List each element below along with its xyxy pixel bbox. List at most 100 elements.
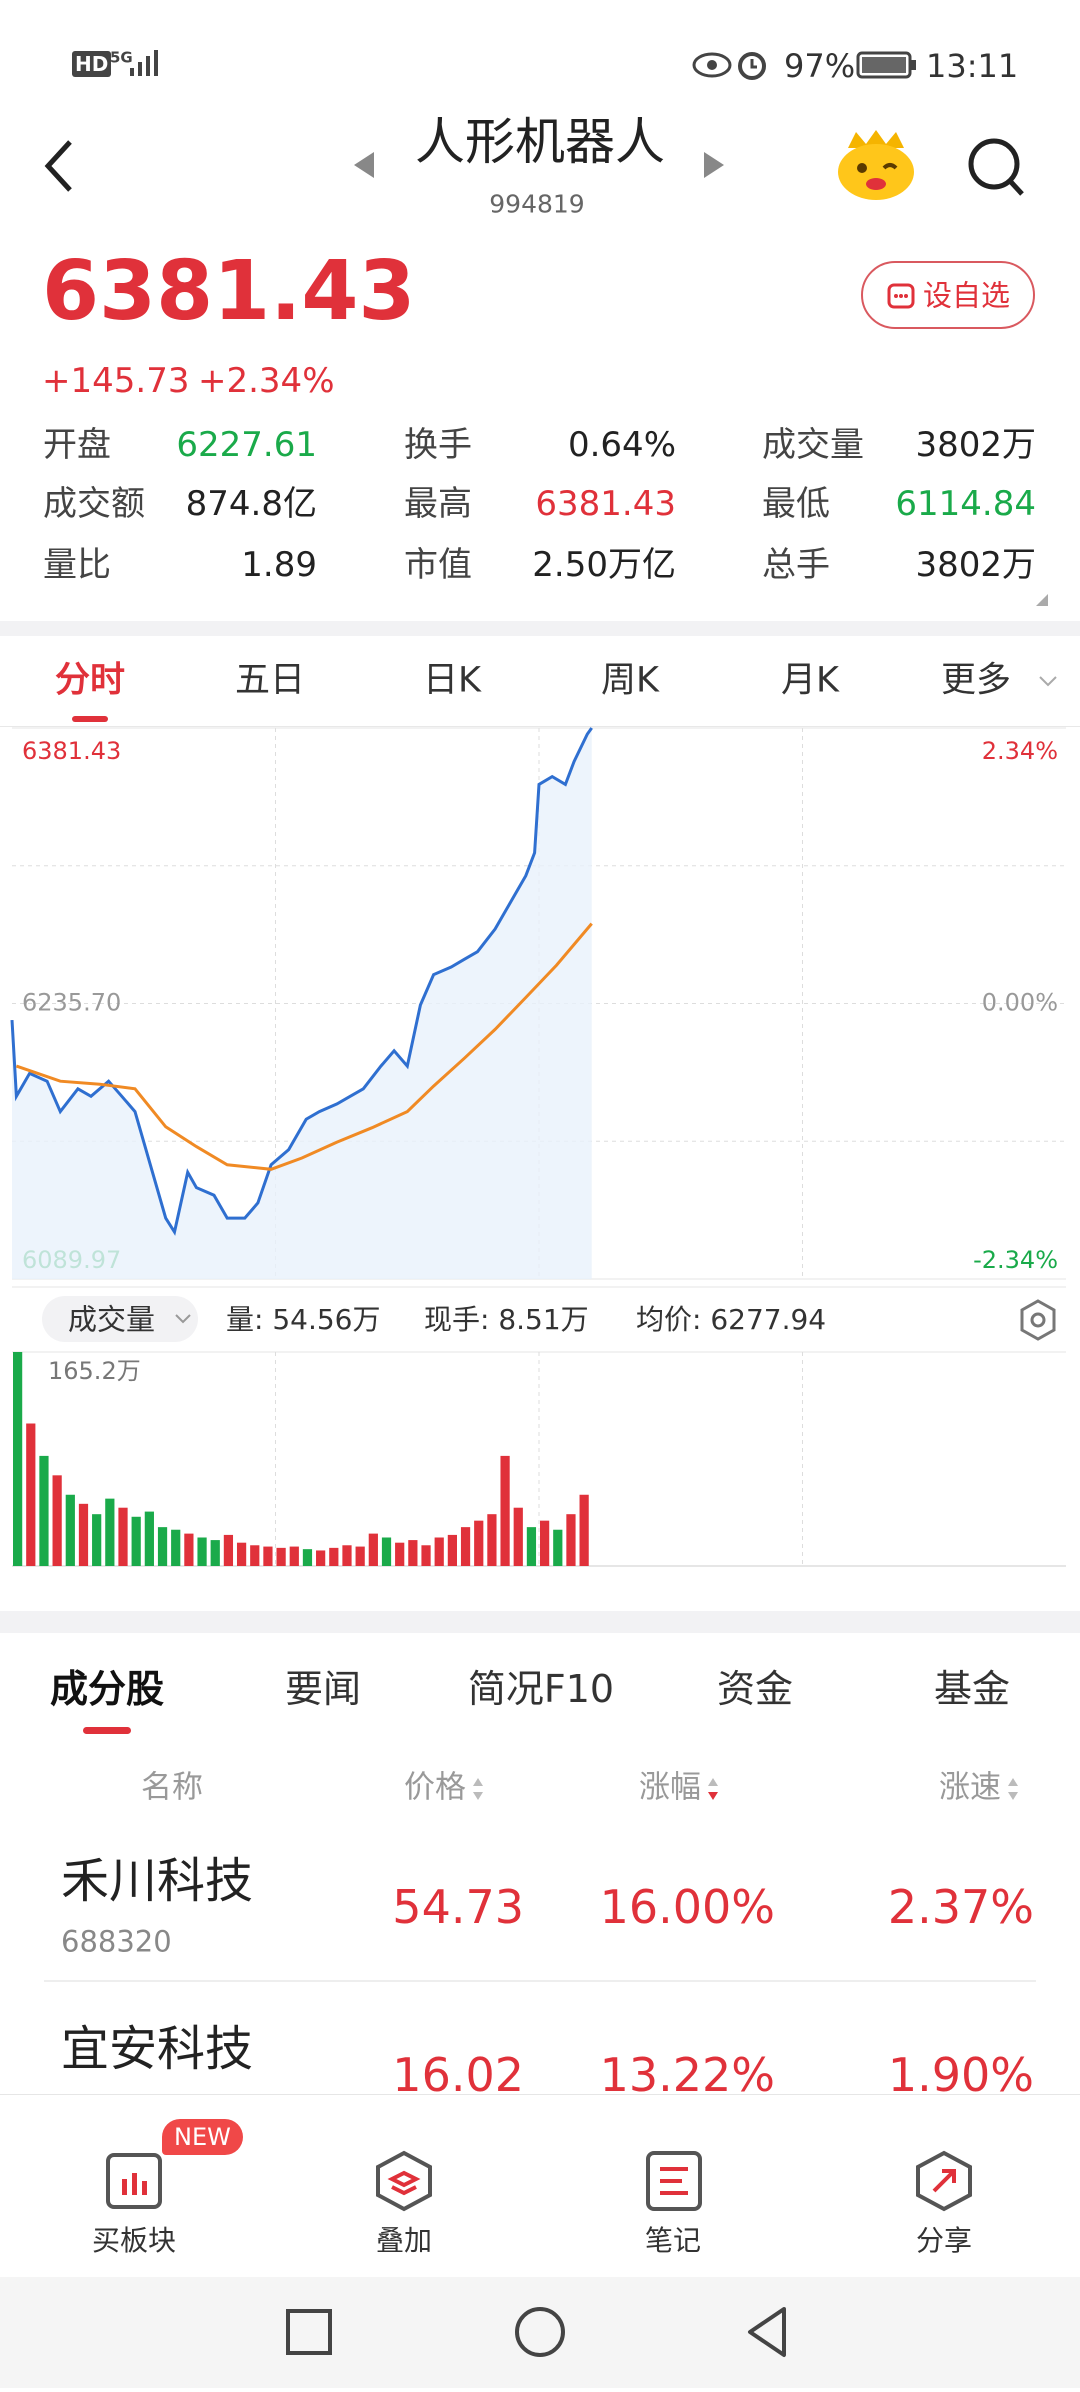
sort-icon[interactable] — [471, 1776, 485, 1802]
volume-bar — [342, 1545, 352, 1566]
sort-icon[interactable] — [1006, 1776, 1020, 1802]
sort-icon[interactable] — [706, 1776, 720, 1802]
volume-bar — [223, 1534, 234, 1566]
separator — [0, 621, 1080, 636]
stock-price: 54.73 — [392, 1880, 524, 1934]
tab-indicator — [83, 1727, 131, 1734]
volume-bar — [78, 1503, 89, 1566]
network: 5G — [110, 48, 133, 67]
stock-speed: 1.90% — [887, 2048, 1034, 2102]
watch-label: 设自选 — [923, 278, 1011, 313]
stat-label: 最高 — [404, 484, 472, 524]
stat-label: 量比 — [43, 545, 111, 585]
volume-bar — [105, 1498, 115, 1566]
header-title: 人形机器人 — [415, 113, 665, 171]
volume-bar — [460, 1527, 471, 1566]
separator — [0, 1611, 1080, 1633]
chart-tab[interactable]: 周K — [601, 660, 659, 701]
stat-label: 最低 — [762, 484, 830, 524]
stat-value: 874.8亿 — [185, 484, 317, 524]
y2-tick-label: 0.00% — [982, 989, 1058, 1017]
volume-bar — [118, 1507, 128, 1566]
volume-bar — [276, 1547, 286, 1566]
prev-arrow[interactable] — [352, 150, 376, 180]
watch-button[interactable]: 设自选 — [861, 261, 1035, 329]
system-nav-buttons[interactable] — [0, 2277, 1080, 2388]
stock-price: 16.02 — [392, 2048, 524, 2102]
more-caret — [1039, 676, 1057, 687]
stat-label: 开盘 — [43, 425, 111, 465]
content-tab[interactable]: 资金 — [716, 1667, 794, 1711]
stat-value: 6114.84 — [895, 484, 1036, 524]
back-button[interactable] — [40, 136, 80, 196]
chart-tab[interactable]: 日K — [423, 660, 481, 701]
stock-name[interactable]: 禾川科技 — [61, 1853, 254, 1909]
nav-icon — [916, 2150, 972, 2212]
chart-tab[interactable]: 分时 — [54, 660, 126, 701]
volume-bar — [197, 1537, 207, 1566]
tab-divider — [0, 726, 1080, 727]
average-line — [15, 922, 593, 1171]
settings-button[interactable] — [1018, 1298, 1058, 1342]
next-arrow[interactable] — [702, 150, 726, 180]
volume-tick-label: 165.2万 — [48, 1357, 141, 1385]
price-area — [12, 728, 592, 1279]
volume-bar — [434, 1537, 444, 1566]
volume-bar — [408, 1540, 418, 1566]
volume-bar — [144, 1511, 154, 1566]
nav-label[interactable]: 叠加 — [375, 2224, 433, 2257]
volume-bar — [487, 1514, 497, 1566]
chart-tab[interactable]: 月K — [781, 660, 839, 701]
stat-label: 市值 — [404, 545, 472, 585]
chart-tab[interactable]: 更多 — [940, 660, 1012, 701]
tab-indicator — [72, 716, 108, 722]
stock-change: 13.22% — [599, 2048, 775, 2102]
volume-bar — [316, 1550, 326, 1566]
bottom-nav: NEW 买板块 叠加 笔记 分享 — [0, 2094, 1080, 2278]
expand-corner[interactable] — [1034, 592, 1050, 608]
column-header[interactable]: 涨幅 — [639, 1769, 701, 1806]
content-tab[interactable]: 简况F10 — [467, 1667, 615, 1711]
stat-value: 1.89 — [241, 545, 317, 585]
chart-tab[interactable]: 五日 — [234, 660, 306, 701]
volume-selector-label[interactable]: 成交量 — [68, 1302, 156, 1337]
volume-bar — [566, 1514, 576, 1566]
nav-label[interactable]: 分享 — [915, 2224, 973, 2257]
content-tab[interactable]: 要闻 — [284, 1667, 362, 1711]
volume-bar — [250, 1545, 260, 1566]
clock: 13:11 — [926, 47, 1019, 85]
stat-value: 2.50万亿 — [532, 545, 676, 585]
volume-bar — [184, 1533, 194, 1566]
nav-label[interactable]: 买板块 — [91, 2224, 177, 2257]
volume-bar — [421, 1545, 431, 1566]
volume-stat: 均价: 6277.94 — [636, 1303, 827, 1336]
nav-label[interactable]: 笔记 — [644, 2224, 702, 2257]
stock-name[interactable]: 宜安科技 — [61, 2021, 254, 2077]
volume-stat: 量: 54.56万 — [226, 1303, 381, 1336]
hd-icon: HD — [72, 51, 112, 77]
volume-selector[interactable] — [42, 1296, 198, 1342]
stat-label: 成交量 — [762, 425, 864, 465]
content-tab[interactable]: 基金 — [933, 1667, 1011, 1711]
nav-icon — [646, 2151, 702, 2211]
column-header[interactable]: 涨速 — [939, 1769, 1001, 1806]
stat-label: 总手 — [762, 545, 830, 585]
volume-stat: 现手: 8.51万 — [424, 1303, 589, 1336]
header-code: 994819 — [489, 189, 585, 219]
mascot[interactable] — [834, 128, 918, 204]
column-header[interactable]: 价格 — [404, 1769, 466, 1806]
volume-bar — [540, 1520, 550, 1566]
volume-bar — [395, 1542, 405, 1566]
volume-bar — [355, 1546, 365, 1566]
search-button[interactable] — [966, 136, 1028, 200]
volume-bar — [579, 1494, 589, 1566]
nav-icon — [376, 2150, 432, 2212]
volume-bar — [13, 1352, 23, 1566]
volume-bar — [553, 1529, 563, 1566]
stat-value: 6381.43 — [535, 484, 676, 524]
stat-value: 3802万 — [915, 545, 1036, 585]
chart: 6381.436235.706089.972.34%0.00%-2.34%165… — [10, 727, 1066, 1567]
status-icons — [692, 52, 766, 80]
content-tab[interactable]: 成分股 — [49, 1667, 165, 1711]
